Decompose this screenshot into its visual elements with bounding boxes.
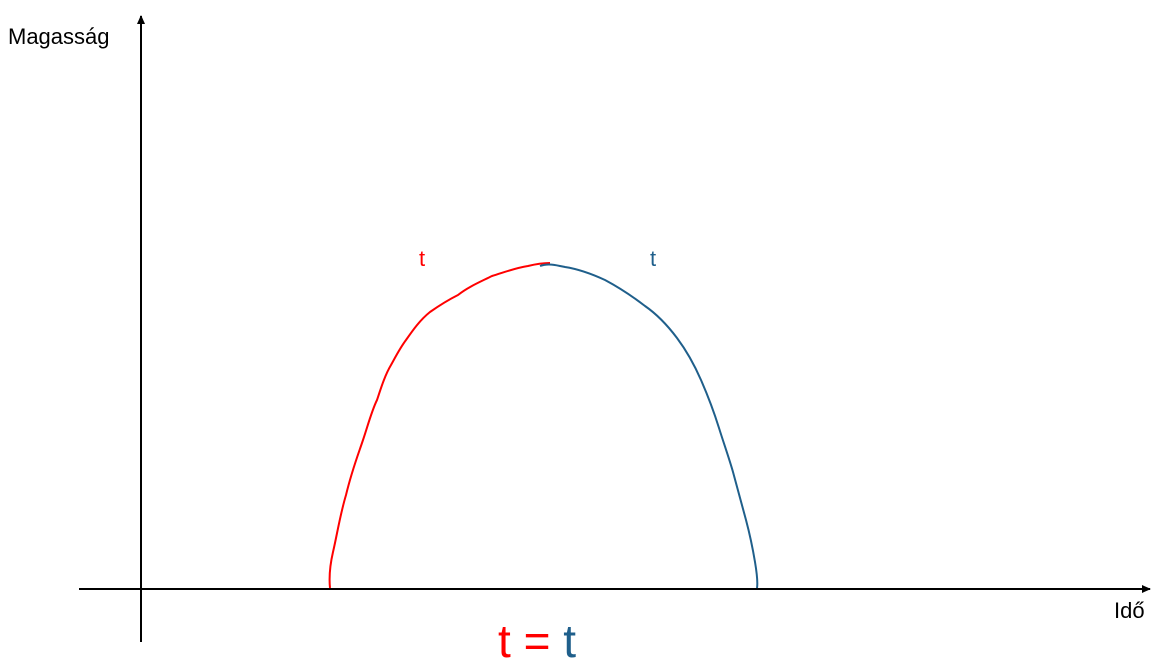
rise-curve (328, 262, 551, 589)
x-axis-label: Idő (1114, 598, 1145, 623)
equation-right-term: t (563, 615, 576, 667)
time-equation: t = t (498, 614, 576, 668)
y-axis-label: Magasság (8, 24, 110, 49)
fall-curve (539, 263, 759, 589)
equation-operator: = (523, 615, 551, 667)
rise-time-label: t (419, 246, 426, 271)
fall-time-label: t (650, 246, 657, 271)
equation-left-term: t (498, 615, 511, 667)
